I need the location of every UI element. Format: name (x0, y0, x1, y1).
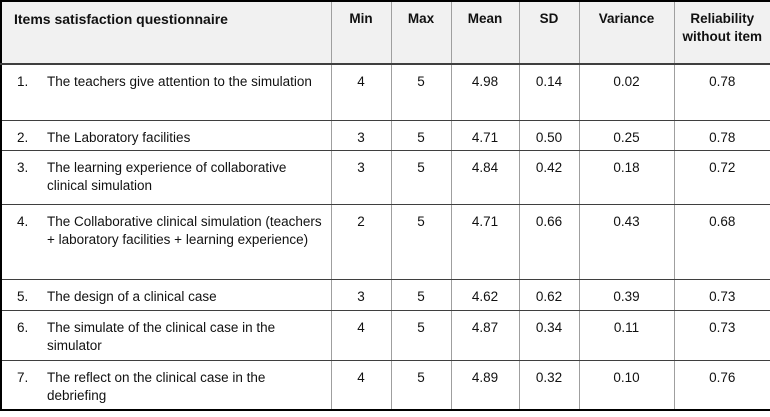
max-value: 5 (390, 64, 451, 121)
item-text: The Laboratory facilities (47, 129, 191, 145)
sd-value: 0.66 (518, 204, 579, 281)
reliability-value: 0.73 (673, 310, 770, 362)
sd-value: 0.50 (518, 120, 579, 152)
item-text: The design of a clinical case (47, 289, 217, 305)
max-value: 5 (390, 310, 451, 362)
reliability-value: 0.78 (673, 64, 770, 121)
variance-value: 0.39 (578, 279, 674, 312)
table-row: 2. The Laboratory facilities 3 5 4.71 0.… (1, 120, 770, 152)
item-text: The simulate of the clinical case in the… (47, 320, 276, 353)
col-header-reliability: Reliability without item (673, 1, 770, 65)
col-header-min: Min (330, 1, 391, 65)
item-number: 2. (17, 129, 29, 145)
sd-value: 0.34 (518, 310, 579, 362)
reliability-value: 0.78 (673, 120, 770, 152)
col-header-items: Items satisfaction questionnaire (1, 1, 331, 65)
max-value: 5 (390, 150, 451, 206)
mean-value: 4.71 (450, 120, 519, 152)
item-number: 3. (17, 160, 29, 176)
item-cell: 3. The learning experience of collaborat… (1, 150, 331, 206)
variance-value: 0.10 (578, 360, 674, 411)
table-row: 6. The simulate of the clinical case in … (1, 310, 770, 362)
header-row: Items satisfaction questionnaire Min Max… (1, 1, 770, 65)
table-row: 4. The Collaborative clinical simulation… (1, 204, 770, 281)
variance-value: 0.18 (578, 150, 674, 206)
mean-value: 4.87 (450, 310, 519, 362)
item-cell: 5. The design of a clinical case (1, 279, 331, 312)
min-value: 4 (330, 64, 391, 121)
variance-value: 0.02 (578, 64, 674, 121)
min-value: 2 (330, 204, 391, 281)
col-header-variance: Variance (578, 1, 674, 65)
sd-value: 0.62 (518, 279, 579, 312)
item-cell: 2. The Laboratory facilities (1, 120, 331, 152)
item-cell: 1. The teachers give attention to the si… (1, 64, 331, 121)
reliability-value: 0.72 (673, 150, 770, 206)
mean-value: 4.71 (450, 204, 519, 281)
item-number: 4. (17, 214, 29, 230)
min-value: 4 (330, 310, 391, 362)
item-number: 1. (17, 74, 29, 89)
reliability-value: 0.76 (673, 360, 770, 411)
variance-value: 0.11 (578, 310, 674, 362)
variance-value: 0.25 (578, 120, 674, 152)
item-text: The teachers give attention to the simul… (47, 74, 312, 89)
col-header-mean: Mean (450, 1, 519, 65)
reliability-value: 0.73 (673, 279, 770, 312)
item-number: 5. (17, 289, 29, 305)
sd-value: 0.32 (518, 360, 579, 411)
item-cell: 6. The simulate of the clinical case in … (1, 310, 331, 362)
max-value: 5 (390, 360, 451, 411)
item-number: 6. (17, 320, 29, 336)
table-row: 1. The teachers give attention to the si… (1, 64, 770, 121)
table-row: 3. The learning experience of collaborat… (1, 150, 770, 206)
mean-value: 4.89 (450, 360, 519, 411)
sd-value: 0.42 (518, 150, 579, 206)
item-text: The reflect on the clinical case in the … (47, 370, 266, 403)
reliability-value: 0.68 (673, 204, 770, 281)
max-value: 5 (390, 120, 451, 152)
item-cell: 4. The Collaborative clinical simulation… (1, 204, 331, 281)
col-header-max: Max (390, 1, 451, 65)
col-header-sd: SD (518, 1, 579, 65)
table-row: 5. The design of a clinical case 3 5 4.6… (1, 279, 770, 312)
item-cell: 7. The reflect on the clinical case in t… (1, 360, 331, 411)
item-text: The Collaborative clinical simulation (t… (47, 214, 322, 248)
min-value: 3 (330, 279, 391, 312)
variance-value: 0.43 (578, 204, 674, 281)
max-value: 5 (390, 279, 451, 312)
table-row: 7. The reflect on the clinical case in t… (1, 360, 770, 411)
item-text: The learning experience of collaborative… (47, 160, 287, 194)
mean-value: 4.84 (450, 150, 519, 206)
min-value: 3 (330, 120, 391, 152)
mean-value: 4.62 (450, 279, 519, 312)
min-value: 3 (330, 150, 391, 206)
max-value: 5 (390, 204, 451, 281)
min-value: 4 (330, 360, 391, 411)
item-number: 7. (17, 370, 29, 386)
mean-value: 4.98 (450, 64, 519, 121)
sd-value: 0.14 (518, 64, 579, 121)
